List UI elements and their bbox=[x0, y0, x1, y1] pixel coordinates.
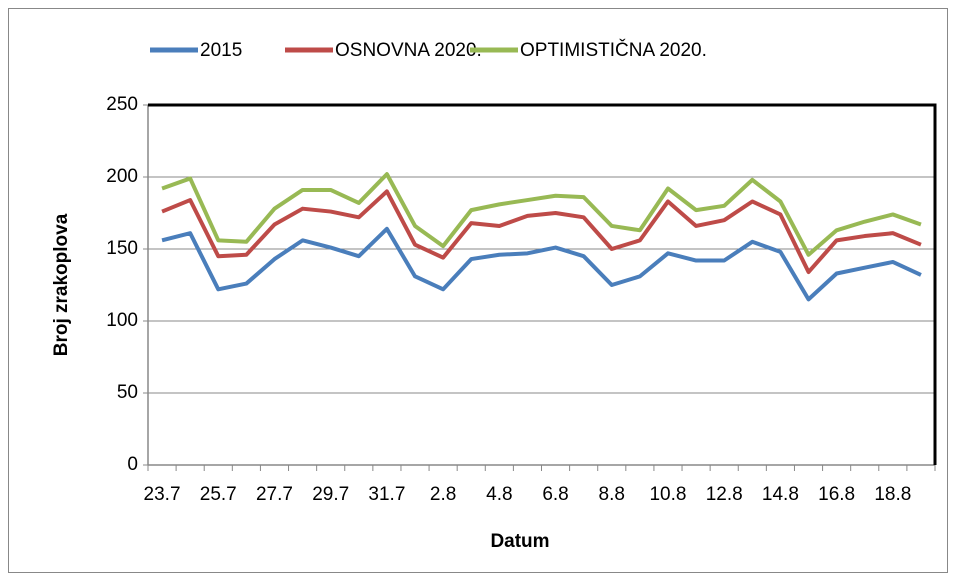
x-tick-label: 18.8 bbox=[874, 484, 911, 505]
line-series bbox=[161, 226, 922, 302]
x-tick-label: 8.8 bbox=[599, 484, 625, 505]
y-tick-label: 100 bbox=[106, 310, 138, 331]
y-tick-label: 250 bbox=[106, 94, 138, 115]
x-tick-label: 4.8 bbox=[486, 484, 512, 505]
x-tick-label: 14.8 bbox=[762, 484, 799, 505]
line-series bbox=[161, 189, 922, 275]
x-tick-label: 25.7 bbox=[200, 484, 237, 505]
chart-frame bbox=[8, 8, 948, 573]
line-series bbox=[161, 172, 922, 257]
x-tick-label: 23.7 bbox=[144, 484, 181, 505]
y-axis-title: Broj zrakoplova bbox=[51, 213, 72, 356]
legend-label: 2015 bbox=[200, 40, 242, 61]
x-tick-label: 12.8 bbox=[706, 484, 743, 505]
x-tick-label: 31.7 bbox=[368, 484, 405, 505]
x-axis-title: Datum bbox=[490, 531, 549, 552]
x-tick-label: 10.8 bbox=[649, 484, 686, 505]
y-tick-label: 50 bbox=[117, 382, 138, 403]
x-tick-label: 27.7 bbox=[256, 484, 293, 505]
plot-border bbox=[148, 103, 937, 465]
x-tick-label: 16.8 bbox=[818, 484, 855, 505]
x-tick-label: 6.8 bbox=[542, 484, 568, 505]
legend-label: OSNOVNA 2020. bbox=[335, 40, 482, 61]
x-tick-label: 29.7 bbox=[312, 484, 349, 505]
y-tick-label: 150 bbox=[106, 238, 138, 259]
legend-label: OPTIMISTIČNA 2020. bbox=[520, 39, 707, 61]
y-tick-label: 0 bbox=[127, 454, 138, 475]
x-tick-label: 2.8 bbox=[430, 484, 456, 505]
y-tick-label: 200 bbox=[106, 166, 138, 187]
